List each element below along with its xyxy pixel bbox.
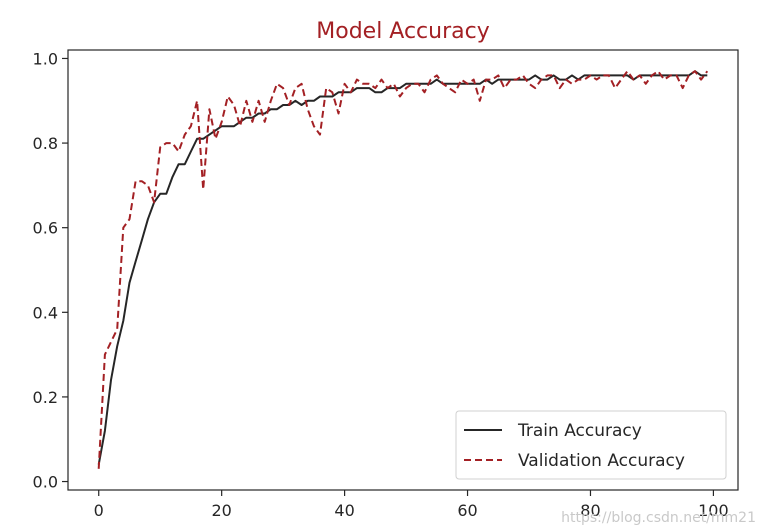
y-tick-label: 0.4	[33, 303, 58, 322]
x-tick-label: 40	[334, 501, 354, 520]
y-tick-label: 0.8	[33, 134, 58, 153]
x-tick-label: 0	[94, 501, 104, 520]
legend-label-train: Train Accuracy	[517, 421, 642, 441]
series-line-validation	[97, 70, 709, 469]
plot-frame	[67, 49, 739, 491]
watermark: https://blog.csdn.net/mm21	[561, 510, 756, 526]
series-layer	[97, 70, 709, 469]
y-tick-label: 0.6	[33, 219, 58, 238]
x-tick-label: 20	[211, 501, 231, 520]
legend-box	[455, 410, 727, 480]
legend: Train Accuracy Validation Accuracy	[455, 410, 727, 480]
chart-title: Model Accuracy	[316, 19, 490, 44]
x-axis: 0 20 40 60 80 100	[94, 490, 729, 520]
y-tick-label: 0.2	[33, 388, 58, 407]
plot-area: 0 20 40 60 80 100 0.0 0.2 0.4 0.6 0.8 1.0	[33, 49, 739, 520]
y-axis: 0.0 0.2 0.4 0.6 0.8 1.0	[33, 49, 68, 492]
x-tick-label: 80	[580, 501, 600, 520]
x-tick-label: 100	[698, 501, 729, 520]
legend-label-validation: Validation Accuracy	[518, 451, 685, 471]
y-tick-label: 1.0	[33, 49, 58, 68]
y-tick-label: 0.0	[33, 473, 58, 492]
x-tick-label: 60	[457, 501, 477, 520]
